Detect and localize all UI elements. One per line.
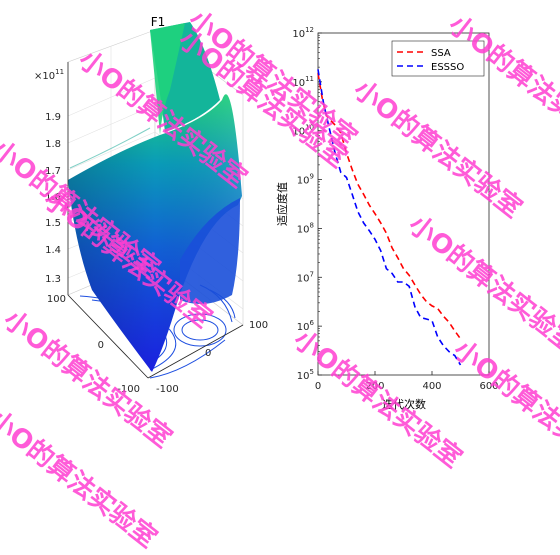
svg-text:0: 0 [98,340,104,351]
svg-text:1.8: 1.8 [45,139,61,150]
series-layer [317,69,462,366]
y-tick-label: 106 [297,319,315,333]
legend-label-ssa: SSA [431,48,451,59]
svg-text:0: 0 [205,348,211,359]
legend: SSA ESSSO [391,40,485,77]
svg-text:1.9: 1.9 [45,112,61,123]
svg-text:1.6: 1.6 [45,192,61,203]
surface-plot: F1 ×1011 1.3 1.4 1.5 1.6 1.7 1.8 1.9 100… [34,15,268,395]
x-tick-labels: 100 0 -100 [47,294,140,395]
z-exponent-label: ×1011 [34,68,64,82]
figure-canvas: F1 ×1011 1.3 1.4 1.5 1.6 1.7 1.8 1.9 100… [34,15,499,411]
series-line-essso [317,69,462,366]
y-tick-labels: -100 0 100 [156,320,268,395]
x-ticks: 0 200 400 600 [315,371,499,392]
y-ticks: 105 106 107 108 109 1010 1011 1012 [292,26,322,382]
series-line-ssa [317,73,462,340]
svg-text:-100: -100 [117,384,140,395]
svg-text:1.7: 1.7 [45,166,61,177]
x-tick-label: 0 [315,381,321,392]
legend-label-essso: ESSSO [431,62,464,73]
y-axis-line [147,324,244,379]
svg-text:1.4: 1.4 [45,245,61,256]
svg-text:1.3: 1.3 [45,274,61,285]
legend-box [391,40,485,77]
surface-title: F1 [151,15,166,29]
plot-area [317,32,490,376]
svg-text:-100: -100 [156,384,179,395]
y-tick-label: 105 [297,368,314,382]
x-tick-label: 200 [365,381,384,392]
svg-text:100: 100 [47,294,66,305]
y-tick-label: 107 [297,270,314,284]
y-axis-label: 适应度值 [275,182,289,226]
y-tick-label: 109 [297,173,314,187]
y-tick-label: 108 [297,221,314,235]
svg-text:100: 100 [249,320,268,331]
watermark-text: 小O的算法实验室 [0,404,163,555]
y-tick-label: 1011 [292,75,314,89]
x-tick-label: 600 [479,381,498,392]
y-tick-label: 1012 [292,26,314,40]
x-axis-label: 迭代次数 [382,397,426,411]
convergence-plot: 0 200 400 600 105 106 107 108 109 1010 1011 1012 S… [275,26,499,411]
x-axis-line [67,294,149,379]
x-tick-label: 400 [422,381,441,392]
z-tick-labels: 1.3 1.4 1.5 1.6 1.7 1.8 1.9 [45,112,61,285]
svg-text:1.5: 1.5 [45,218,61,229]
y-tick-label: 1010 [292,124,314,138]
